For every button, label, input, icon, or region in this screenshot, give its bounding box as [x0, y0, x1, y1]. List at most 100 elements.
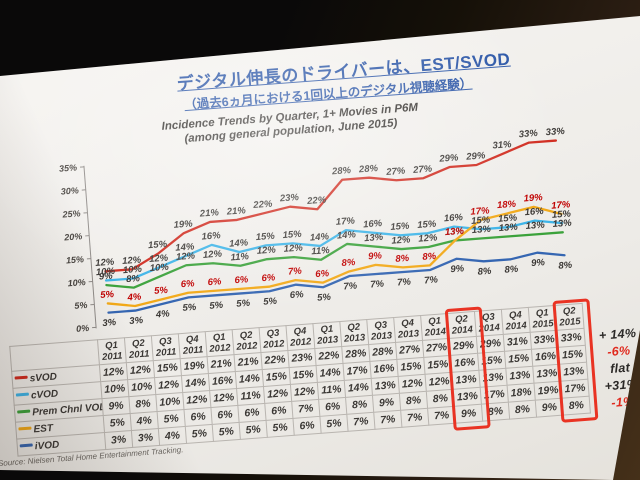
quarter-header-cell: Q2 2013 [339, 319, 369, 347]
data-label: 17% [551, 199, 571, 211]
value-cell: 5% [157, 409, 186, 429]
data-label: 13% [498, 222, 518, 234]
value-cell: 16% [369, 359, 399, 379]
data-label: 5% [154, 285, 169, 297]
value-cell: 5% [103, 413, 132, 433]
value-cell: 15% [262, 367, 291, 387]
data-label: 19% [523, 192, 543, 204]
value-cell: 29% [476, 334, 505, 354]
data-label: 15% [498, 212, 518, 224]
data-label: 5% [209, 300, 224, 312]
data-label: 16% [444, 212, 464, 224]
data-label: 7% [397, 276, 412, 288]
data-label: 15% [282, 229, 302, 241]
y-tick-label: 0% [76, 323, 90, 334]
value-cell: 13% [505, 366, 535, 386]
data-label: 13% [525, 220, 545, 232]
data-label: 28% [358, 163, 379, 176]
data-label: 8% [558, 260, 573, 272]
value-cell: 10% [127, 377, 156, 397]
value-cell: 6% [183, 407, 213, 427]
data-label: 9% [99, 271, 114, 283]
value-cell: 12% [99, 362, 128, 382]
data-label: 12% [149, 253, 169, 265]
prem-chnl-vod-line [105, 231, 564, 289]
legend-label: cVOD [30, 387, 59, 401]
value-cell: 15% [289, 365, 318, 385]
value-cell: 8% [426, 389, 455, 409]
data-label: 31% [492, 139, 512, 151]
value-cell: 12% [425, 372, 454, 392]
value-cell: 15% [477, 351, 506, 371]
value-cell: 7% [346, 412, 376, 432]
value-cell: 6% [318, 397, 347, 417]
value-cell: 22% [260, 350, 290, 370]
value-cell: 5% [185, 424, 214, 444]
value-cell: 21% [207, 354, 236, 374]
data-label: 16% [363, 218, 383, 230]
cvod-line [104, 219, 564, 282]
value-cell: 17% [560, 379, 590, 399]
quarter-header-cell: Q4 2012 [285, 323, 315, 351]
value-cell: 8% [481, 402, 510, 422]
data-label: 22% [252, 199, 273, 212]
value-cell: 9% [535, 398, 564, 418]
data-label: 13% [471, 224, 491, 236]
data-label: 6% [207, 276, 222, 288]
value-cell: 5% [319, 414, 349, 434]
data-label: 5% [182, 302, 197, 314]
value-cell: 6% [264, 401, 293, 421]
value-cell: 22% [314, 346, 343, 366]
data-label: 15% [417, 219, 437, 231]
value-cell: 3% [131, 428, 160, 448]
data-label: 8% [422, 251, 437, 263]
value-cell: 12% [290, 382, 319, 402]
svod-line [104, 139, 558, 273]
data-label: 23% [279, 192, 300, 205]
data-label: 13% [552, 218, 572, 230]
value-cell: 10% [155, 392, 184, 412]
value-cell: 7% [291, 399, 320, 419]
prem-chnl-vod-legend-swatch [17, 409, 31, 414]
value-cell: 12% [263, 384, 292, 404]
value-cell: 31% [503, 332, 532, 352]
value-cell: 33% [530, 330, 559, 350]
value-cell: 12% [398, 374, 427, 394]
data-label: 6% [180, 278, 195, 290]
data-label: 17% [335, 215, 355, 227]
y-tick-label: 35% [59, 162, 78, 173]
data-label: 13% [445, 226, 465, 238]
data-label: 12% [176, 251, 196, 263]
value-cell: 18% [507, 383, 536, 403]
value-cell: 15% [396, 357, 426, 377]
legend-label: iVOD [34, 438, 60, 452]
data-label: 11% [311, 245, 331, 257]
data-label: 15% [255, 231, 275, 243]
svod-legend-swatch [14, 376, 28, 380]
value-cell: 4% [158, 426, 187, 446]
data-label: 22% [306, 195, 327, 208]
data-label: 10% [96, 266, 116, 278]
value-cell: 8% [128, 394, 158, 414]
value-cell: 16% [450, 353, 479, 373]
est-line [106, 205, 563, 308]
data-label: 21% [198, 207, 219, 220]
value-cell: 21% [234, 352, 263, 372]
value-cell: 14% [316, 363, 345, 383]
value-cell: 13% [478, 368, 508, 388]
value-cell: 5% [266, 418, 295, 438]
value-cell: 6% [210, 405, 240, 425]
data-label: 15% [148, 239, 168, 251]
y-tick-label: 25% [61, 208, 81, 219]
value-cell: 19% [534, 381, 563, 401]
quarter-header-cell: Q2 2015 [555, 303, 585, 331]
data-label: 3% [129, 315, 144, 327]
data-label: 33% [518, 128, 538, 140]
ivod-legend-swatch [19, 443, 33, 448]
value-cell: 13% [451, 370, 481, 390]
data-label: 14% [229, 237, 249, 249]
value-cell: 3% [104, 430, 133, 450]
data-label: 4% [155, 308, 171, 320]
ivod-line [107, 251, 566, 314]
data-label: 5% [263, 296, 278, 308]
